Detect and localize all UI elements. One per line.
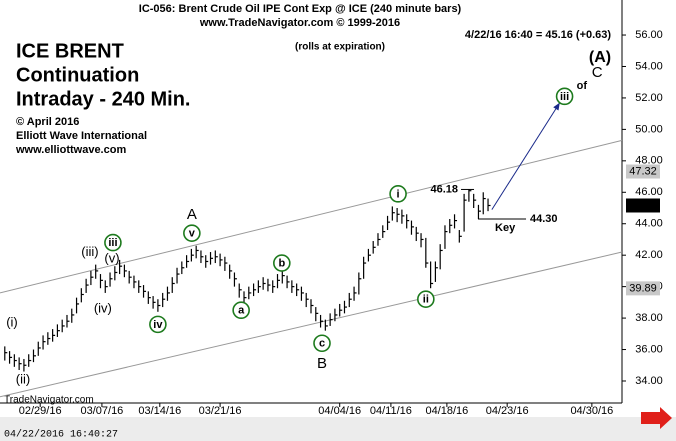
credit: © April 2016 [16, 116, 79, 128]
channel-line [0, 139, 623, 294]
heading: Intraday - 240 Min. [16, 88, 191, 110]
wave-circle [273, 254, 291, 272]
x-tick-label: 03/14/16 [138, 405, 181, 417]
wave-label: iii [108, 237, 117, 249]
wave-label: i [397, 188, 400, 200]
y-tick-label: 56.00 [635, 29, 663, 41]
y-tick-label: 50.00 [635, 123, 663, 135]
note: (rolls at expiration) [295, 42, 385, 53]
x-tick-label: 04/18/16 [425, 405, 468, 417]
arrow-head [553, 102, 560, 111]
price-marker-label: 45.16 [629, 199, 657, 211]
wave-label: (v) [104, 250, 119, 265]
key-label: Key [495, 222, 516, 234]
y-tick-label: 34.00 [635, 375, 663, 387]
y-tick-label: 42.00 [635, 249, 663, 261]
projection-arrow [491, 102, 561, 210]
wave-circle [232, 301, 250, 320]
wave-circle [417, 290, 435, 309]
timestamp: 04/22/2016 16:40:27 [4, 429, 118, 441]
wave-circle [555, 87, 574, 106]
channel-line [0, 251, 623, 398]
price-marker [626, 164, 660, 179]
wave-label: iv [153, 319, 163, 331]
wave-label: (ii) [16, 371, 30, 386]
credit: Elliott Wave International [16, 130, 147, 142]
key-level-label: 44.30 [530, 213, 558, 225]
wave-label: (i) [6, 315, 18, 330]
peak-label: 46.18 [430, 183, 458, 195]
wave-label: (iv) [94, 301, 112, 316]
wave-circle [313, 334, 331, 353]
y-tick-label: 36.00 [635, 343, 663, 355]
price-marker [626, 198, 660, 213]
x-tick-label: 04/11/16 [370, 405, 412, 417]
y-tick-label: 48.00 [635, 155, 663, 167]
wave-label: b [278, 257, 285, 269]
last-quote: 4/22/16 16:40 = 45.16 (+0.63) [465, 29, 612, 41]
heading: ICE BRENT [16, 40, 124, 62]
y-tick-label: 54.00 [635, 60, 663, 72]
price-marker-label: 39.89 [629, 282, 657, 294]
credit: www.elliottwave.com [15, 144, 126, 156]
x-tick-label: 03/07/16 [80, 405, 123, 417]
wave-label: B [317, 355, 327, 372]
chart-subtitle: www.TradeNavigator.com © 1999-2016 [199, 17, 400, 29]
status-strip [0, 417, 676, 441]
wave-label: v [189, 228, 196, 240]
wave-label: a [238, 305, 245, 317]
x-tick-label: 03/21/16 [199, 405, 242, 417]
chart-title: IC-056: Brent Crude Oil IPE Cont Exp @ I… [139, 3, 462, 15]
x-tick-label: 04/23/16 [486, 405, 529, 417]
wave-circle [104, 233, 122, 252]
price-marker-label: 47.32 [629, 165, 657, 177]
wave-label: c [319, 338, 325, 350]
scroll-arrow[interactable] [641, 407, 672, 429]
watermark: TradeNavigator.com [4, 395, 94, 406]
y-tick-label: 44.00 [635, 218, 663, 230]
wave-label: iii [560, 91, 569, 103]
wave-label: A [187, 206, 197, 223]
wave-label: (iii) [81, 244, 98, 259]
wave-label: ii [423, 294, 429, 306]
y-tick-label: 38.00 [635, 312, 663, 324]
price-marker [626, 281, 660, 296]
wave-label: C [592, 64, 603, 81]
y-tick-label: 46.00 [635, 186, 663, 198]
x-tick-label: 02/29/16 [19, 405, 62, 417]
wave-circle [149, 315, 167, 334]
wave-label: (A) [589, 49, 611, 66]
heading: Continuation [16, 64, 139, 86]
wave-circle [389, 185, 407, 203]
y-tick-label: 52.00 [635, 92, 663, 104]
wave-circle [183, 224, 201, 242]
x-tick-label: 04/30/16 [570, 405, 613, 417]
wave-label: of [577, 80, 588, 92]
x-tick-label: 04/04/16 [318, 405, 361, 417]
